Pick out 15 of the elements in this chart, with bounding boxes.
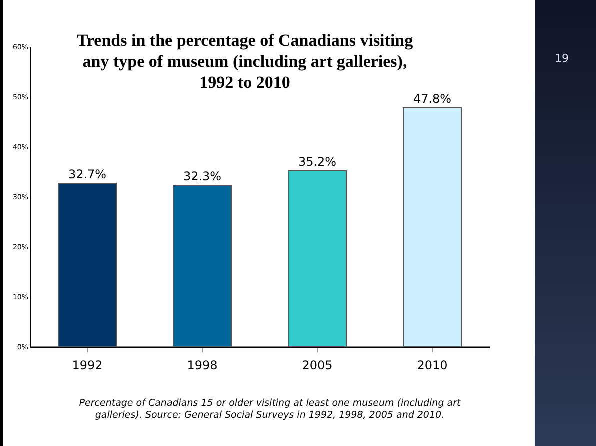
- text: Percentage of Canadians 15 or older visiting at least one museum (including art galleries). Source: General Social Surveys in 1992, 1998, 2005 and 2010.: [78, 398, 462, 422]
- data-label: 35.2%: [298, 155, 337, 169]
- data-label: 32.3%: [183, 170, 222, 184]
- data-label: 47.8%: [413, 92, 452, 106]
- x-tick-label: 1998: [187, 358, 218, 372]
- x-tick-label: 2005: [302, 358, 333, 372]
- bar: [58, 183, 117, 348]
- bar: [403, 108, 462, 348]
- data-label: 32.7%: [68, 168, 107, 182]
- bar: [173, 185, 232, 348]
- x-tick-label: 2010: [417, 358, 448, 372]
- chart-title: Trends in the percentage of Canadians visiting any type of museum (including art galleries), 1992 to 2010: [76, 30, 414, 93]
- x-tick-label: 1992: [72, 358, 103, 372]
- text: 19: [555, 52, 569, 65]
- bar: [288, 170, 347, 348]
